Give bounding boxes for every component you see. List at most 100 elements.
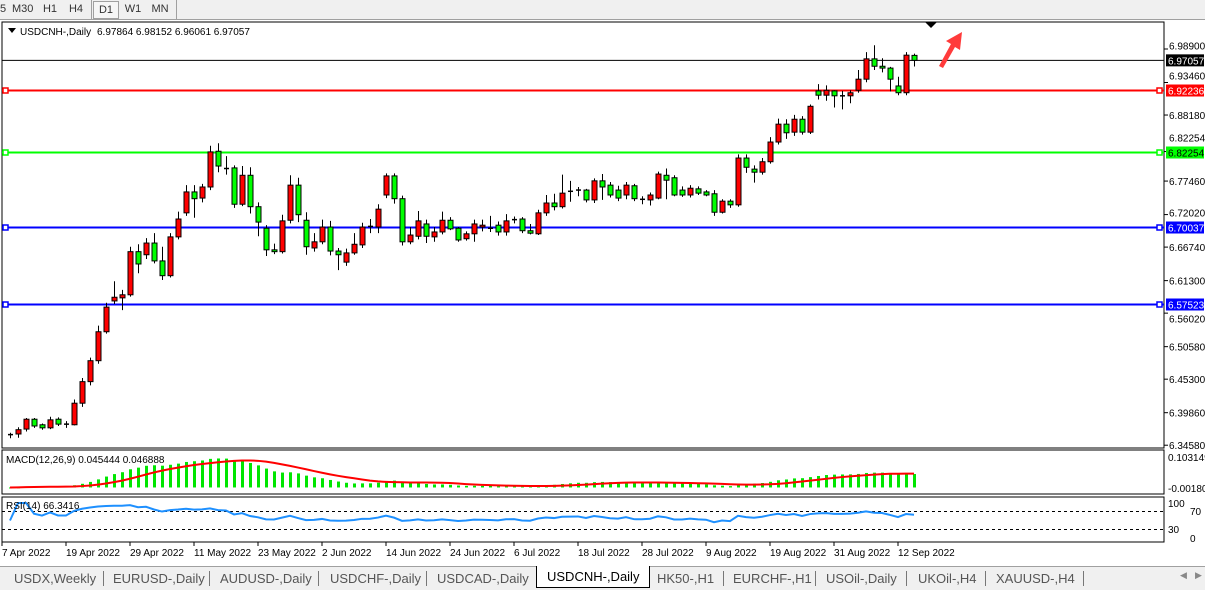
candle-body <box>791 118 798 133</box>
candle-body <box>551 202 558 208</box>
candle-body <box>719 200 726 213</box>
level-handle-icon[interactable] <box>2 149 9 156</box>
level-handle-icon[interactable] <box>2 301 9 308</box>
timeframe-m30[interactable]: M30 <box>12 3 34 15</box>
candle <box>735 154 742 207</box>
macd-bar <box>809 477 812 488</box>
candle-body <box>911 54 918 61</box>
macd-bar <box>625 482 628 488</box>
candle <box>895 76 902 96</box>
tabs-scroll-left-icon[interactable]: ◀ <box>1180 570 1187 580</box>
candle <box>423 219 430 244</box>
date-tick-label: 19 Apr 2022 <box>66 548 120 559</box>
level-handle-icon[interactable] <box>1156 301 1163 308</box>
candle-body <box>535 212 542 235</box>
chart-tab[interactable]: USOil-,Daily <box>826 571 897 586</box>
candle-body <box>679 189 686 196</box>
date-tick-label: 2 Jun 2022 <box>322 548 372 559</box>
candle <box>663 168 670 200</box>
date-tick-label: 11 May 2022 <box>194 548 252 559</box>
macd-bar <box>633 482 636 488</box>
level-handle-icon[interactable] <box>2 224 9 231</box>
chart-tab[interactable]: USDCAD-,Daily <box>437 571 529 586</box>
candle <box>640 196 645 205</box>
timeframe-w1[interactable]: W1 <box>124 3 142 15</box>
candle-body <box>799 118 806 133</box>
macd-bar <box>401 481 404 488</box>
macd-bar <box>505 486 508 488</box>
timeframe-mn[interactable]: MN <box>151 3 169 15</box>
level-handle-icon[interactable] <box>2 87 9 94</box>
macd-bar <box>729 486 732 488</box>
candle-body <box>311 241 318 249</box>
level-label-box <box>1166 84 1204 97</box>
candle <box>279 214 286 254</box>
candle <box>743 154 750 173</box>
macd-bar <box>289 472 292 488</box>
candle-body <box>383 175 390 196</box>
macd-bar <box>649 483 652 488</box>
candle-body <box>655 173 662 199</box>
candle <box>64 421 69 428</box>
candle-body <box>31 418 38 427</box>
chart-tab[interactable]: USDCHF-,Daily <box>330 571 421 586</box>
rsi-pane[interactable]: RSI(14) 66.3416 100 70 30 0 <box>1 496 1202 545</box>
chart-tab[interactable]: EURUSD-,Daily <box>113 571 205 586</box>
level-handle-icon[interactable] <box>1156 87 1163 94</box>
candle-body <box>855 78 862 91</box>
candle <box>439 211 446 235</box>
macd-scale-bottom: -0.00180 <box>1168 484 1205 495</box>
macd-bar <box>281 472 284 488</box>
macd-bar <box>409 482 412 488</box>
candle <box>591 178 598 203</box>
main-price-pane[interactable]: 6.98900 6.93460 6.88180 6.82254 6.77460 6.720… <box>1 21 1205 452</box>
chart-window[interactable]: 6.98900 6.93460 6.88180 6.82254 6.77460 6.720… <box>0 19 1205 566</box>
candle-body <box>103 306 110 333</box>
macd-pane-frame <box>1 449 1165 495</box>
candle-body <box>591 180 598 201</box>
candle-body <box>783 123 790 134</box>
chart-shift-marker-icon[interactable] <box>925 22 937 28</box>
candle-body <box>479 224 486 228</box>
candle-body <box>559 192 566 208</box>
candle-body <box>871 58 878 67</box>
macd-pane[interactable]: MACD(12,26,9) 0.045444 0.046888 0.103149… <box>1 449 1205 495</box>
candle-body <box>95 331 102 362</box>
chart-tab[interactable]: AUDUSD-,Daily <box>220 571 312 586</box>
candle-body <box>303 219 310 248</box>
candle <box>327 220 334 256</box>
level-label-box <box>1166 221 1204 234</box>
level-handle-icon[interactable] <box>1156 149 1163 156</box>
date-tick-label: 18 Jul 2022 <box>578 548 630 559</box>
macd-bar <box>241 460 244 488</box>
macd-bar <box>705 484 708 488</box>
tabs-scroll-right-icon[interactable]: ▶ <box>1195 570 1202 580</box>
level-handle-icon[interactable] <box>1156 224 1163 231</box>
macd-bar <box>193 461 196 488</box>
chart-tab[interactable]: USDX,Weekly <box>14 571 97 586</box>
candle <box>47 416 54 430</box>
candle-body <box>127 251 134 296</box>
timeframe-5[interactable]: 5 <box>0 3 7 15</box>
candle <box>159 246 166 280</box>
chart-tab[interactable]: UKOil-,H4 <box>918 571 977 586</box>
candle <box>199 183 206 203</box>
candle-body <box>671 177 678 196</box>
candle <box>319 219 326 245</box>
timeframe-d1[interactable]: D1 <box>93 1 119 19</box>
chart-tabs-bar: USDX,Weekly EURUSD-,Daily AUDUSD-,Daily USD… <box>0 566 1205 590</box>
timeframe-h4[interactable]: H4 <box>68 3 84 15</box>
candle-body <box>39 424 46 429</box>
chart-tab[interactable]: HK50-,H1 <box>657 571 715 586</box>
candle <box>415 211 422 240</box>
chart-tab[interactable]: EURCHF-,H1 <box>733 571 812 586</box>
timeframe-h1[interactable]: H1 <box>42 3 58 15</box>
candle <box>687 185 694 198</box>
chart-tab[interactable]: USDCNH-,Daily <box>536 566 651 588</box>
candle-body <box>879 65 886 69</box>
candle-body <box>447 219 454 230</box>
chart-tab[interactable]: XAUUSD-,H4 <box>996 571 1075 586</box>
symbol-dropdown-icon[interactable] <box>8 28 16 33</box>
candle-body <box>583 189 590 201</box>
candle-body <box>455 227 462 241</box>
